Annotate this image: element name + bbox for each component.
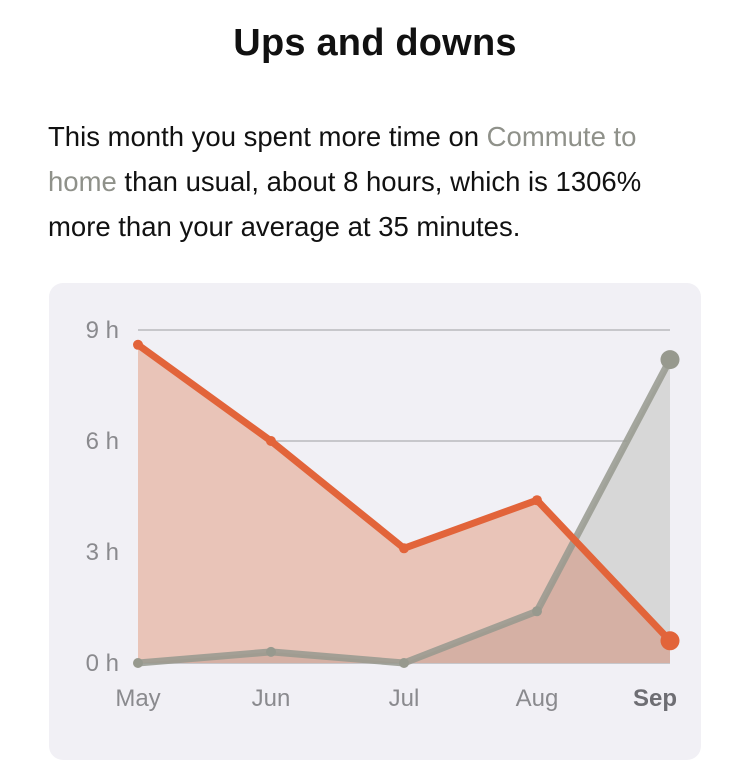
summary-text-start: This month you spent more time on — [48, 121, 487, 152]
x-tick-label: Jun — [252, 685, 291, 712]
secondary-series-point — [133, 658, 143, 668]
primary-series-point — [399, 543, 409, 554]
primary-series-area — [138, 344, 670, 663]
primary-series-point — [660, 631, 680, 651]
secondary-series-point — [660, 350, 680, 370]
x-tick-label: Sep — [633, 685, 677, 712]
summary-text: This month you spent more time on Commut… — [48, 114, 708, 249]
summary-text-end: than usual, about 8 hours, which is 1306… — [48, 166, 642, 242]
y-tick-label: 9 h — [86, 317, 119, 344]
page-title: Ups and downs — [233, 22, 517, 64]
primary-series-point — [133, 339, 143, 350]
activity-name: Commute to home — [48, 121, 637, 197]
x-tick-label: Aug — [516, 685, 559, 712]
y-tick-label: 3 h — [86, 539, 119, 566]
area-chart: 0 h 3 h 6 h 9 h May Jun Jul Aug Sep — [86, 317, 680, 712]
primary-series-point — [532, 495, 542, 506]
y-tick-label: 6 h — [86, 428, 119, 455]
x-tick-label: May — [115, 685, 160, 712]
secondary-series-point — [399, 658, 409, 668]
chart-card: 0 h 3 h 6 h 9 h May Jun Jul Aug Sep — [49, 283, 701, 760]
y-tick-label: 0 h — [86, 650, 119, 677]
primary-series-point — [266, 436, 276, 446]
secondary-series-point — [266, 646, 276, 657]
x-tick-label: Jul — [389, 685, 420, 712]
secondary-series-point — [532, 606, 542, 617]
